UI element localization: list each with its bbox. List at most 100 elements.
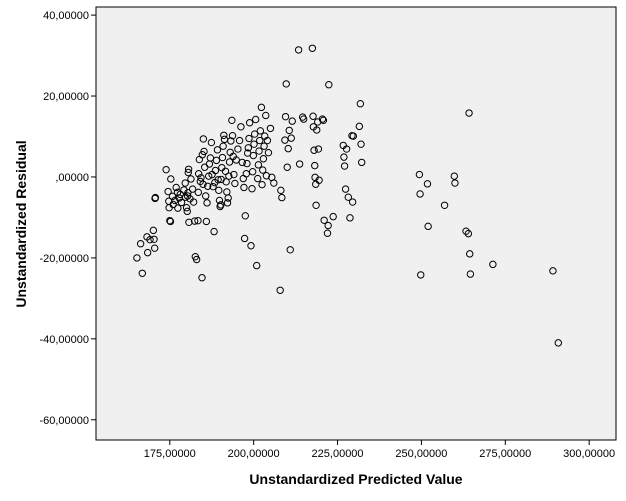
data-point bbox=[194, 188, 203, 197]
data-point bbox=[138, 269, 146, 277]
x-tick-label: 175,00000 bbox=[144, 448, 196, 460]
data-point bbox=[314, 145, 323, 153]
data-point bbox=[295, 160, 304, 168]
data-point bbox=[230, 170, 238, 179]
y-tick-label: 40,00000 bbox=[43, 10, 89, 22]
data-point bbox=[207, 138, 216, 147]
data-point bbox=[218, 153, 227, 162]
y-tick-label: ,00000 bbox=[55, 172, 89, 184]
data-point bbox=[228, 116, 236, 125]
data-point bbox=[241, 212, 249, 220]
data-point bbox=[310, 146, 318, 154]
data-point bbox=[277, 186, 285, 195]
data-point bbox=[177, 198, 186, 207]
x-axis-title: Unstandardized Predicted Value bbox=[249, 471, 462, 487]
data-point bbox=[184, 168, 192, 177]
y-tick-label: -60,00000 bbox=[39, 415, 89, 427]
data-point bbox=[227, 137, 235, 145]
data-point bbox=[299, 115, 308, 123]
x-tick-label: 300,00000 bbox=[563, 448, 615, 460]
data-point bbox=[166, 216, 174, 225]
data-point bbox=[151, 193, 160, 202]
data-point bbox=[288, 117, 296, 125]
data-point bbox=[357, 140, 365, 148]
data-point bbox=[346, 214, 354, 222]
data-point bbox=[294, 46, 303, 54]
y-axis-title: Unstandardized Residual bbox=[13, 140, 29, 307]
data-point bbox=[284, 144, 292, 153]
data-point bbox=[172, 183, 180, 192]
data-point bbox=[199, 180, 207, 188]
data-point bbox=[549, 267, 557, 275]
x-tick-label: 225,00000 bbox=[312, 448, 364, 460]
data-point bbox=[200, 147, 208, 156]
data-point bbox=[255, 147, 263, 155]
data-point bbox=[342, 145, 351, 153]
data-point bbox=[282, 80, 290, 88]
data-point bbox=[450, 172, 458, 180]
data-point bbox=[174, 204, 182, 212]
data-point bbox=[146, 235, 154, 244]
data-point bbox=[417, 271, 425, 279]
data-point bbox=[181, 179, 189, 187]
data-point bbox=[466, 270, 475, 278]
data-point bbox=[266, 124, 275, 133]
data-point bbox=[237, 123, 245, 131]
data-point bbox=[211, 166, 220, 175]
data-point bbox=[184, 165, 193, 173]
data-point bbox=[247, 242, 255, 250]
data-point bbox=[285, 126, 293, 135]
data-point bbox=[325, 80, 333, 89]
data-point bbox=[259, 166, 267, 174]
data-point bbox=[166, 217, 175, 226]
data-point bbox=[219, 142, 227, 150]
data-point bbox=[416, 190, 424, 198]
data-point bbox=[256, 136, 264, 145]
y-tick-label: -40,00000 bbox=[39, 334, 89, 346]
data-point bbox=[204, 182, 212, 190]
data-point bbox=[319, 116, 328, 125]
data-point bbox=[133, 254, 141, 262]
data-point bbox=[309, 112, 317, 120]
data-point bbox=[168, 192, 177, 201]
data-point bbox=[225, 158, 234, 166]
data-point bbox=[465, 109, 473, 117]
data-point bbox=[169, 200, 177, 209]
data-point bbox=[554, 339, 562, 347]
data-point bbox=[194, 170, 203, 178]
data-point bbox=[320, 216, 328, 224]
data-point bbox=[464, 229, 473, 238]
data-point bbox=[234, 145, 242, 153]
data-point bbox=[194, 216, 202, 225]
data-point bbox=[329, 212, 337, 221]
data-point bbox=[287, 134, 295, 142]
data-point bbox=[340, 162, 349, 170]
data-point bbox=[348, 198, 357, 206]
data-point bbox=[228, 131, 237, 140]
data-points bbox=[133, 44, 562, 347]
data-point bbox=[245, 119, 254, 127]
plot-area bbox=[95, 6, 617, 441]
data-point bbox=[324, 221, 332, 230]
data-point bbox=[323, 229, 332, 237]
data-point bbox=[149, 226, 158, 235]
data-point bbox=[223, 199, 232, 207]
data-point bbox=[187, 175, 195, 183]
data-point bbox=[256, 127, 265, 135]
data-point bbox=[151, 244, 159, 252]
data-point bbox=[212, 156, 221, 165]
y-tick-label: 20,00000 bbox=[43, 91, 89, 103]
data-point bbox=[318, 115, 327, 123]
data-point bbox=[254, 174, 262, 183]
data-point bbox=[217, 201, 225, 209]
data-point bbox=[262, 172, 271, 180]
x-tick-label: 275,00000 bbox=[479, 448, 531, 460]
data-point bbox=[199, 135, 208, 143]
data-point bbox=[254, 161, 263, 169]
data-point bbox=[424, 222, 432, 231]
data-point bbox=[221, 167, 230, 175]
data-point bbox=[252, 261, 261, 270]
data-point bbox=[358, 158, 366, 167]
data-point bbox=[232, 156, 240, 164]
